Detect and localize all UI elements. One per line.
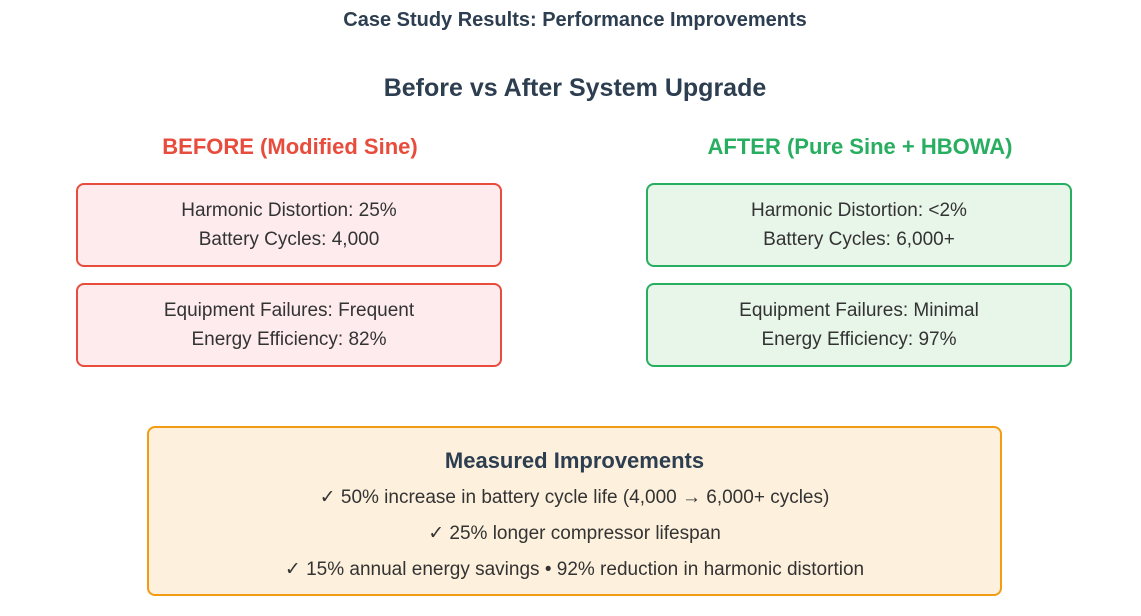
- improvement-item: ✓ 50% increase in battery cycle life (4,…: [319, 487, 830, 508]
- after-card-line: Equipment Failures: Minimal: [739, 300, 979, 321]
- after-column-heading: AFTER (Pure Sine + HBOWA): [707, 134, 1013, 159]
- before-card-line: Battery Cycles: 4,000: [198, 229, 380, 250]
- before-card-distortion-cycles: Harmonic Distortion: 25% Battery Cycles:…: [76, 183, 502, 267]
- improvement-item: ✓ 15% annual energy savings • 92% reduct…: [284, 559, 865, 580]
- diagram-subtitle: Before vs After System Upgrade: [383, 74, 767, 102]
- improvement-item: ✓ 25% longer compressor lifespan: [428, 523, 721, 544]
- after-card-line: Harmonic Distortion: <2%: [751, 200, 967, 221]
- after-card-line: Energy Efficiency: 97%: [761, 329, 957, 350]
- improvements-title: Measured Improvements: [444, 448, 705, 473]
- improvements-panel: Measured Improvements ✓ 50% increase in …: [147, 426, 1002, 596]
- after-card-line: Battery Cycles: 6,000+: [763, 229, 955, 250]
- before-column-heading: BEFORE (Modified Sine): [162, 134, 418, 159]
- page-title: Case Study Results: Performance Improvem…: [343, 9, 807, 31]
- before-card-failures-efficiency: Equipment Failures: Frequent Energy Effi…: [76, 283, 502, 367]
- after-card-failures-efficiency: Equipment Failures: Minimal Energy Effic…: [646, 283, 1072, 367]
- before-card-line: Energy Efficiency: 82%: [191, 329, 387, 350]
- before-card-line: Harmonic Distortion: 25%: [181, 200, 397, 221]
- after-card-distortion-cycles: Harmonic Distortion: <2% Battery Cycles:…: [646, 183, 1072, 267]
- before-card-line: Equipment Failures: Frequent: [163, 300, 415, 321]
